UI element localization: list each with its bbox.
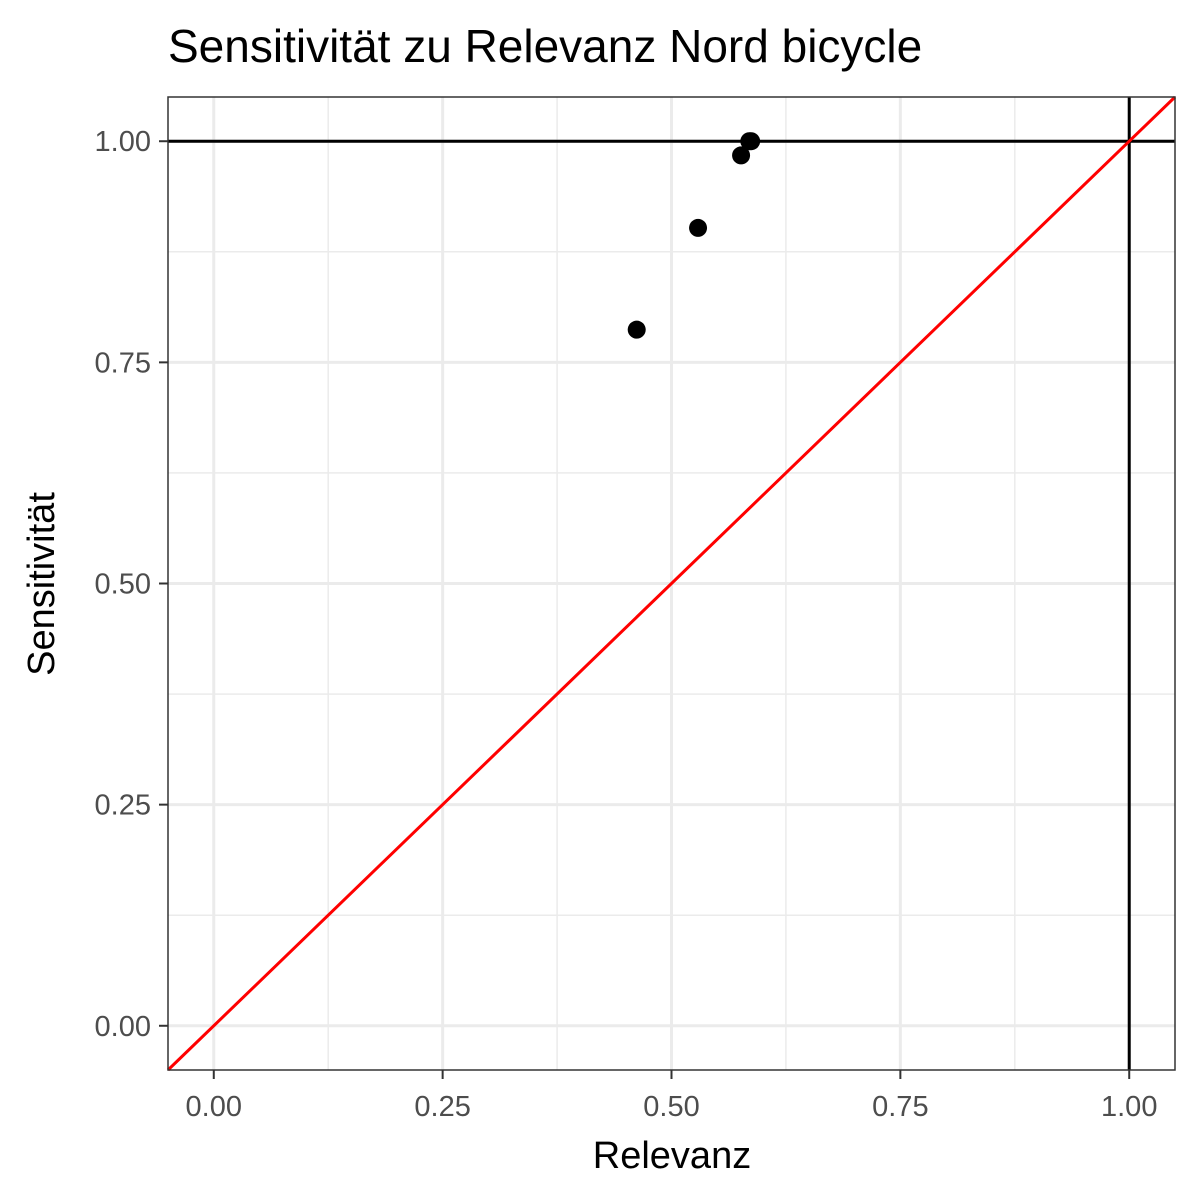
reference-lines xyxy=(166,95,1177,1072)
chart-title: Sensitivität zu Relevanz Nord bicycle xyxy=(168,20,922,72)
axis-ticks: 0.00 0.25 0.50 0.75 1.00 0.00 0.25 0.50 0.75 1.00 xyxy=(95,126,1158,1123)
y-tick-label: 0.75 xyxy=(95,347,151,379)
y-axis-title: Sensitivität xyxy=(21,492,63,676)
reference-line-diagonal xyxy=(166,95,1177,1072)
x-tick-label: 0.25 xyxy=(414,1091,470,1123)
data-point xyxy=(742,132,761,151)
x-tick-label: 1.00 xyxy=(1101,1091,1157,1123)
y-tick-label: 0.50 xyxy=(95,569,151,601)
y-tick-label: 0.00 xyxy=(95,1011,151,1043)
data-point xyxy=(627,320,646,339)
x-tick-label: 0.50 xyxy=(643,1091,699,1123)
x-tick-label: 0.00 xyxy=(186,1091,242,1123)
x-axis-title: Relevanz xyxy=(593,1135,751,1177)
y-tick-label: 0.25 xyxy=(95,790,151,822)
data-point xyxy=(689,218,708,237)
x-tick-label: 0.75 xyxy=(872,1091,928,1123)
data-point xyxy=(732,146,751,165)
y-tick-label: 1.00 xyxy=(95,126,151,158)
data-points xyxy=(627,132,761,339)
